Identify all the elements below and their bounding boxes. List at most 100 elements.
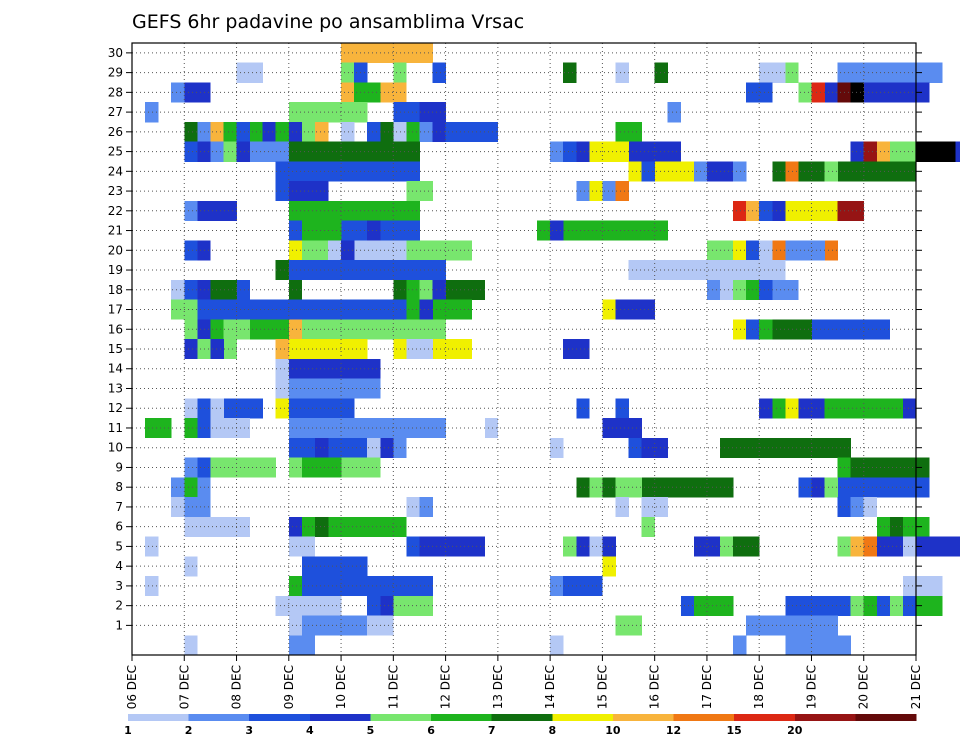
x-tick-label: 09 DEC — [282, 665, 296, 709]
heatmap-cell — [667, 102, 682, 123]
y-tick-label: 20 — [108, 243, 123, 257]
heatmap-cell — [380, 220, 394, 241]
colorbar-label: 5 — [367, 724, 375, 737]
colorbar-segment — [491, 714, 553, 721]
colorbar-label: 4 — [306, 724, 314, 737]
heatmap-cell — [550, 635, 564, 656]
colorbar-segment — [734, 714, 796, 721]
heatmap-cell — [145, 418, 172, 439]
heatmap-cell — [145, 536, 159, 557]
y-tick-label: 13 — [108, 381, 123, 395]
heatmap-cell — [171, 497, 185, 518]
heatmap-cell — [615, 497, 629, 518]
heatmap-cell — [759, 615, 838, 636]
heatmap-cell — [615, 398, 629, 419]
heatmap-cell — [314, 437, 329, 458]
heatmap-cell — [759, 319, 773, 340]
heatmap-cell — [432, 279, 446, 300]
heatmap-cell — [785, 240, 825, 261]
y-tick-label: 12 — [108, 401, 123, 415]
heatmap-cell — [824, 398, 838, 419]
heatmap-cell — [733, 161, 747, 182]
x-tick-label: 21 DEC — [909, 665, 923, 709]
heatmap-cell — [484, 418, 499, 439]
heatmap-cell — [406, 121, 420, 143]
heatmap-cell — [419, 299, 433, 320]
heatmap-cell — [458, 536, 473, 557]
heatmap-cell — [432, 536, 446, 557]
heatmap-cell — [902, 536, 917, 557]
heatmap-cell — [419, 121, 433, 143]
colorbar-segment — [249, 714, 311, 721]
heatmap-cell — [341, 62, 355, 83]
heatmap-cell — [720, 437, 851, 458]
heatmap-cell — [419, 102, 433, 123]
heatmap-cell — [210, 279, 237, 300]
colorbar-segment — [370, 714, 432, 721]
heatmap-cell — [367, 615, 381, 636]
x-axis: 06 DEC 07 DEC 08 DEC 09 DEC 10 DEC 11 DEC 12 D… — [125, 655, 923, 709]
heatmap-cell — [837, 398, 904, 419]
heatmap-cell — [576, 398, 590, 419]
x-tick-label: 20 DEC — [857, 665, 871, 709]
y-tick-label: 23 — [108, 184, 123, 198]
heatmap-cell — [354, 82, 381, 103]
heatmap-cell — [733, 536, 760, 557]
heatmap-cell — [406, 595, 433, 616]
heatmap-cell — [236, 62, 250, 83]
heatmap-cell — [824, 161, 838, 182]
colorbar-label: 12 — [666, 724, 681, 737]
heatmap-cell — [628, 418, 642, 439]
y-tick-label: 11 — [108, 421, 123, 435]
heatmap-cell — [275, 398, 290, 419]
heatmap-cell — [288, 536, 316, 557]
heatmap-cell — [902, 576, 943, 597]
heatmap-cell — [301, 437, 368, 458]
heatmap-cell — [811, 82, 930, 103]
heatmap-cell — [288, 378, 381, 399]
heatmap-cell — [184, 319, 198, 340]
heatmap-cell — [824, 477, 838, 498]
heatmap-cell — [850, 497, 865, 518]
y-tick-label: 18 — [108, 283, 123, 297]
heatmap-cell — [184, 82, 211, 103]
x-tick-label: 10 DEC — [334, 665, 348, 709]
colorbar-segment — [128, 714, 189, 721]
heatmap-cell — [602, 181, 616, 202]
heatmap-cell — [184, 516, 250, 537]
heatmap-cell — [837, 200, 865, 221]
heatmap-cell — [184, 240, 198, 261]
heatmap-cell — [341, 240, 355, 261]
y-tick-label: 2 — [115, 599, 123, 613]
heatmap-cell — [563, 576, 603, 597]
x-tick-label: 12 DEC — [439, 665, 453, 709]
heatmap-cell — [301, 457, 342, 478]
heatmap-cell — [563, 141, 577, 162]
heatmap-cell — [772, 615, 786, 636]
heatmap-cell — [563, 536, 577, 557]
y-tick-label: 19 — [108, 263, 123, 277]
colorbar-label: 6 — [427, 724, 435, 737]
heatmap-cell — [288, 260, 446, 281]
heatmap-cell — [288, 358, 381, 379]
heatmap-cell — [288, 299, 420, 320]
heatmap-cell — [785, 635, 851, 656]
colorbar-segment — [794, 714, 856, 721]
heatmap-cell — [184, 477, 198, 498]
heatmap-cell — [850, 457, 930, 478]
y-tick-label: 26 — [108, 125, 123, 139]
heatmap-cell — [850, 82, 865, 103]
heatmap-cell — [902, 595, 917, 616]
heatmap-cell — [445, 121, 486, 143]
y-tick-label: 4 — [115, 559, 123, 573]
y-tick-label: 17 — [108, 303, 123, 317]
heatmap-cell — [419, 497, 433, 518]
heatmap-cell — [275, 181, 290, 202]
heatmap-cell — [367, 595, 381, 616]
heatmap-cell — [184, 457, 198, 478]
heatmap-cell — [602, 556, 616, 577]
heatmap-cell — [210, 398, 224, 419]
heatmap-cell — [759, 200, 773, 221]
heatmap-cell — [406, 497, 420, 518]
